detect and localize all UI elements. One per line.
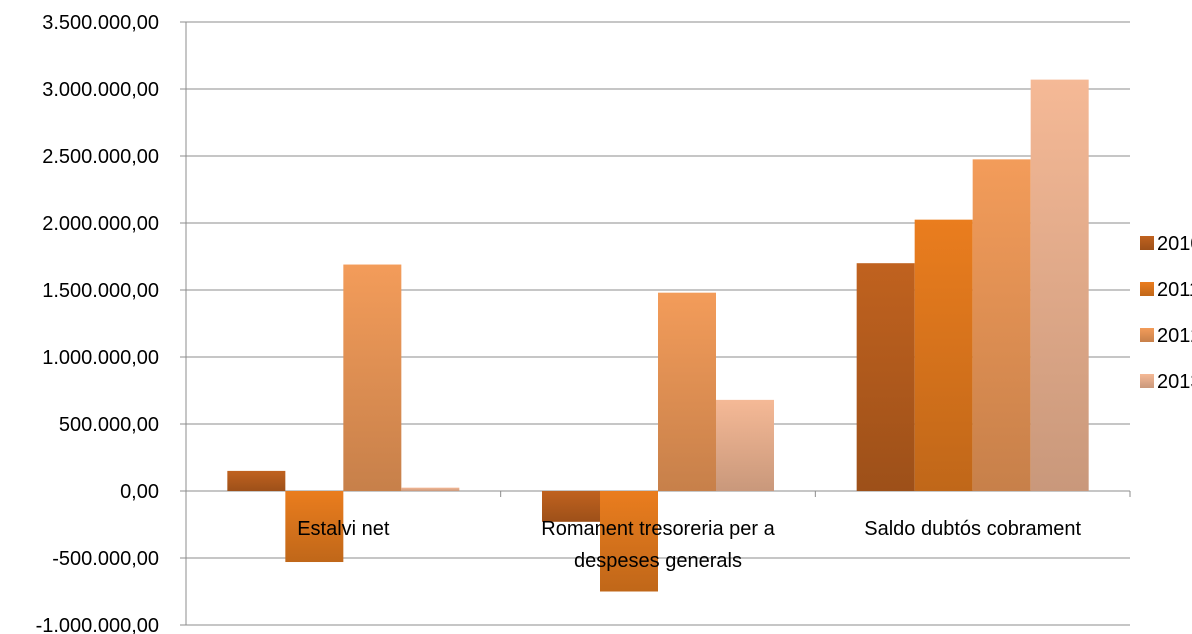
y-tick-label: 0,00 [120,481,159,503]
category-labels: Estalvi net Romanent tresoreria per a desp… [297,518,1081,572]
legend-swatch-2012 [1140,328,1154,342]
y-tick-label: 1.000.000,00 [42,347,159,369]
y-tick-label: -1.000.000,00 [36,615,159,634]
bar-2010-2 [542,491,600,522]
legend-swatch-2011 [1140,282,1154,296]
y-tick-label: 500.000,00 [59,414,159,436]
legend-swatch-2010 [1140,236,1154,250]
y-tick-label: -500.000,00 [52,548,159,570]
y-tick-label: 2.500.000,00 [42,146,159,168]
category-label: despeses generals [574,550,742,572]
legend-label-2011: 2011 [1157,279,1192,301]
bar-2012-1 [343,264,402,491]
bar-2011-1 [285,491,344,563]
y-tick-label: 3.000.000,00 [42,79,159,101]
legend-label-2013: 2013 [1157,371,1192,393]
legend-swatch-2013 [1140,374,1154,388]
category-label: Estalvi net [297,518,390,540]
bar-2013-1 [401,487,460,491]
y-tick-label: 2.000.000,00 [42,213,159,235]
bar-2013-3 [1030,79,1089,492]
bar-2012-3 [972,159,1031,491]
bar-2011-3 [914,219,973,491]
y-tick-label: 1.500.000,00 [42,280,159,302]
bar-2011-2 [600,491,658,592]
category-label: Romanent tresoreria per a [541,518,775,540]
bar-2010-3 [856,263,915,491]
bar-2012-2 [658,292,716,491]
bar-2010-1 [227,470,286,491]
y-tick-label: 3.500.000,00 [42,12,159,34]
category-label: Saldo dubtós cobrament [864,518,1081,540]
bar-2013-2 [716,399,774,491]
bars [227,79,1089,592]
legend-label-2010: 2010 [1157,233,1192,255]
y-axis-tick-labels: 3.500.000,00 3.000.000,00 2.500.000,00 2.00… [36,12,159,634]
